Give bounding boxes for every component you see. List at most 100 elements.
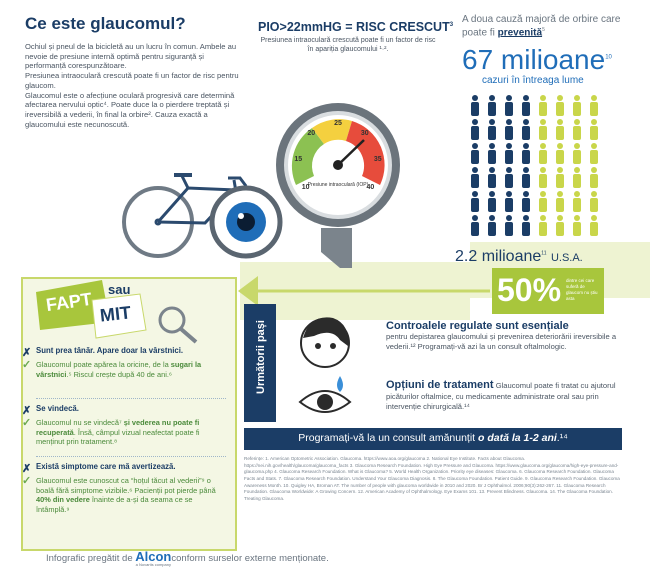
- banner-emphasis: o dată la 1-2 ani: [478, 432, 557, 444]
- intro-text: Ochiul și pneul de la bicicletă au un lu…: [25, 42, 240, 129]
- person-head: [540, 167, 546, 173]
- person-icon: [488, 95, 496, 116]
- dial-tick-label: 15: [294, 155, 303, 163]
- world-value: 67 milioane10: [462, 44, 612, 76]
- person-icon: [556, 215, 564, 236]
- person-body: [573, 126, 581, 140]
- person-head: [574, 95, 580, 101]
- person-head: [472, 215, 478, 221]
- person-head: [574, 119, 580, 125]
- person-body: [556, 150, 564, 164]
- answer-part: .⁵ Riscul crește după 40 de ani.⁶: [66, 369, 172, 379]
- person-icon: [505, 191, 513, 212]
- person-icon: [505, 215, 513, 236]
- person-icon: [556, 119, 564, 140]
- person-icon: [522, 95, 530, 116]
- person-body: [522, 126, 530, 140]
- person-head: [472, 143, 478, 149]
- person-head: [506, 167, 512, 173]
- person-body: [539, 150, 547, 164]
- banner-bg: [244, 428, 622, 450]
- person-head: [523, 215, 529, 221]
- person-head: [574, 167, 580, 173]
- paragraph: Presiunea intraoculară crescută poate fi…: [25, 71, 239, 90]
- lead-emphasis: prevenită: [497, 26, 543, 38]
- person-head: [557, 167, 563, 173]
- myth-item: ✗ Sunt prea tânăr. Apare doar la vârstnic…: [22, 346, 226, 379]
- person-icon: [556, 143, 564, 164]
- note: 3: [449, 21, 454, 28]
- person-icon: [522, 215, 530, 236]
- banner: Programați-vă la un consult amănunțit o …: [244, 432, 622, 444]
- stats-lead: A doua cauză majoră de orbire care poate…: [462, 14, 632, 39]
- person-head: [472, 95, 478, 101]
- answer: ✓ Glaucomul nu se vindecă⁷ și vederea nu …: [22, 417, 226, 447]
- person-head: [472, 119, 478, 125]
- person-head: [489, 95, 495, 101]
- person-head: [574, 143, 580, 149]
- face-icon: [300, 317, 350, 368]
- person-head: [574, 191, 580, 197]
- band: [240, 242, 650, 320]
- person-body: [522, 102, 530, 116]
- person-body: [471, 150, 479, 164]
- person-icon: [471, 167, 479, 188]
- person-icon: [539, 95, 547, 116]
- person-icon: [539, 167, 547, 188]
- gauge-title: PIO>22mmHG = RISC CRESCUT3: [258, 20, 453, 34]
- person-body: [471, 126, 479, 140]
- person-head: [489, 119, 495, 125]
- person-icon: [539, 191, 547, 212]
- person-head: [591, 191, 597, 197]
- person-body: [471, 174, 479, 188]
- cross-mark: ✗: [22, 405, 32, 417]
- divider: [36, 456, 226, 457]
- banner-end: .¹⁴: [556, 432, 568, 444]
- person-body: [505, 150, 513, 164]
- person-icon: [590, 95, 598, 116]
- banner-text: Programați-vă la un consult amănunțit: [298, 432, 479, 444]
- person-icon: [573, 191, 581, 212]
- eye-wheel: [209, 185, 283, 259]
- step: Opțiuni de tratament Glaucomul poate fi …: [386, 378, 621, 412]
- person-head: [523, 119, 529, 125]
- person-icon: [573, 119, 581, 140]
- percent: 50%: [497, 272, 562, 308]
- person-body: [505, 174, 513, 188]
- myth-item: ✗ Există simptome care mă avertizează. ✓ Gl…: [22, 462, 226, 515]
- brand: Alcon: [135, 549, 172, 564]
- person-head: [506, 119, 512, 125]
- person-icon: [539, 119, 547, 140]
- person-body: [488, 198, 496, 212]
- person-body: [539, 174, 547, 188]
- person-body: [488, 174, 496, 188]
- dial-tick-label: 20: [307, 130, 316, 138]
- answer-part: Glaucomul nu se vindecă⁷: [36, 418, 124, 428]
- answer-part: înainte de a-și da seama ce se întâmplă.…: [36, 495, 193, 514]
- intro-title: Ce este glaucomul?: [25, 14, 186, 33]
- cross-mark: ✗: [22, 463, 32, 475]
- people-grid: [471, 95, 598, 236]
- person-icon: [573, 167, 581, 188]
- person-body: [505, 102, 513, 116]
- person-icon: [488, 119, 496, 140]
- person-icon: [556, 95, 564, 116]
- person-icon: [556, 167, 564, 188]
- answer-part: Glaucomul poate apărea la oricine, de la: [36, 360, 171, 370]
- note: 5: [542, 26, 545, 33]
- person-body: [505, 222, 513, 236]
- person-head: [472, 167, 478, 173]
- person-head: [557, 215, 563, 221]
- person-body: [539, 222, 547, 236]
- person-icon: [590, 119, 598, 140]
- person-icon: [505, 95, 513, 116]
- check-mark: ✓: [22, 359, 32, 372]
- person-icon: [488, 191, 496, 212]
- claim: Există simptome care mă avertizează.: [36, 462, 176, 471]
- gauge-text: Presiunea intraoculară crescută poate fi…: [260, 37, 436, 53]
- dial-tick-label: 10: [301, 183, 310, 191]
- person-body: [471, 102, 479, 116]
- gauge-title-text: PIO>22mmHG = RISC CRESCUT: [258, 20, 450, 34]
- us-value: 2.2 milioane11 U.S.A.: [455, 248, 583, 266]
- person-body: [590, 222, 598, 236]
